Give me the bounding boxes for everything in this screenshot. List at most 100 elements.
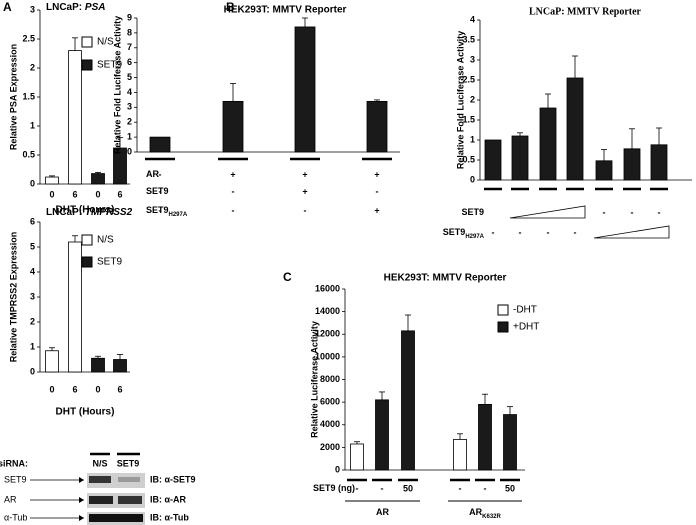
bar — [45, 350, 59, 373]
x-tick-label: 6 — [72, 189, 77, 199]
error-bar — [457, 433, 463, 440]
bar — [222, 100, 244, 153]
panel-label: B — [226, 0, 235, 14]
row-value: - — [356, 483, 359, 493]
row-value: + — [374, 169, 379, 179]
legend-swatch — [497, 304, 509, 316]
error-bar — [374, 99, 380, 102]
chart-title: HEK293T: MMTV Reporter — [384, 273, 507, 284]
blot-lane: SET9 — [117, 458, 140, 468]
y-axis-label: Relative Luciferase Activity — [309, 321, 319, 438]
row-value: - — [159, 169, 162, 179]
y-tick-label: 2 — [30, 316, 35, 326]
row-value: - — [232, 205, 235, 215]
row-value: + — [302, 186, 307, 196]
blot-antibody: IB: α-SET9 — [150, 474, 196, 484]
y-tick-label: 14000 — [315, 306, 340, 316]
error-bar — [49, 347, 55, 351]
y-tick-label: 6000 — [320, 397, 340, 407]
y-tick-label: 3 — [30, 291, 35, 301]
row-value: + — [374, 205, 379, 215]
bar — [503, 414, 517, 471]
y-tick-label: 2 — [470, 94, 475, 104]
row-label-sub: H297A — [465, 234, 484, 240]
y-tick-label: 2.5 — [22, 33, 35, 43]
bar — [68, 241, 82, 373]
blot-lane: N/S — [92, 458, 107, 468]
bar — [91, 357, 105, 373]
error-bar — [517, 132, 523, 136]
row-label: SET9H297A — [443, 227, 485, 239]
group-label: AR — [376, 507, 389, 517]
x-axis-label: DHT (Hours) — [56, 205, 115, 216]
y-tick-label: 1 — [30, 341, 35, 351]
error-bar — [507, 406, 513, 415]
error-bar — [72, 37, 78, 51]
row-value: - — [631, 207, 634, 217]
row-value: - — [159, 205, 162, 215]
y-tick-label: 10000 — [315, 351, 340, 361]
row-label-sub: H297A — [169, 212, 188, 218]
arrow-head — [79, 497, 84, 503]
blot-row-label: siRNA: — [0, 458, 28, 468]
bar — [484, 139, 502, 181]
bar — [623, 148, 641, 181]
x-tick-label: 0 — [49, 384, 54, 394]
x-tick-label: 6 — [72, 384, 77, 394]
row-value: - — [484, 483, 487, 493]
y-tick-label: 0 — [335, 464, 340, 474]
bar — [650, 144, 668, 181]
y-tick-label: 5 — [30, 241, 35, 251]
y-tick-label: 4000 — [320, 419, 340, 429]
x-tick-label: 6 — [117, 384, 122, 394]
y-axis-label: Relative PSA Expression — [8, 44, 18, 150]
bar — [566, 77, 584, 181]
row-label: AR — [146, 169, 159, 179]
row-label-text: SET9 — [146, 186, 169, 196]
bar — [366, 100, 388, 153]
row-value: - — [159, 186, 162, 196]
row-label-text: SET9 (ng) — [313, 483, 355, 493]
bar — [149, 136, 171, 153]
y-tick-label: 2000 — [320, 442, 340, 452]
blot-protein: SET9 — [4, 474, 27, 484]
row-value: - — [381, 483, 384, 493]
row-value: - — [304, 205, 307, 215]
x-axis-label: DHT (Hours) — [56, 407, 115, 418]
row-value: - — [658, 207, 661, 217]
y-tick-label: 4 — [127, 87, 132, 97]
y-tick-label: 1 — [470, 134, 475, 144]
row-value: - — [376, 186, 379, 196]
y-tick-label: 3 — [470, 54, 475, 64]
y-tick-label: 1 — [127, 131, 132, 141]
y-tick-label: 2 — [127, 117, 132, 127]
bar — [539, 107, 557, 181]
y-tick-label: 0 — [30, 178, 35, 188]
row-label: SET9 (ng) — [313, 483, 355, 493]
y-tick-label: 3 — [30, 4, 35, 14]
row-label-text: SET9 — [443, 227, 466, 237]
y-tick-label: 0 — [30, 366, 35, 376]
y-tick-label: 0.5 — [22, 149, 35, 159]
bar — [511, 135, 529, 181]
bar — [294, 26, 316, 153]
group-label-sub: K632R — [482, 514, 501, 520]
y-tick-label: 0 — [470, 174, 475, 184]
error-bar — [572, 55, 578, 78]
row-value: + — [230, 169, 235, 179]
blot-antibody: IB: α-AR — [150, 494, 187, 504]
group-label: ARK632R — [469, 507, 501, 519]
y-tick-label: 9 — [127, 12, 132, 22]
row-value: - — [574, 227, 577, 237]
y-tick-label: 1.5 — [462, 114, 475, 124]
blot-band — [118, 496, 142, 504]
y-axis-label: Relative Fold Luciferase Activity — [455, 31, 465, 169]
y-tick-label: 12000 — [315, 329, 340, 339]
y-tick-label: 3.5 — [462, 34, 475, 44]
legend-label: SET9 — [97, 257, 122, 268]
y-tick-label: 8 — [127, 27, 132, 37]
chart-title: LNCaP: TMPRSS2 — [46, 207, 133, 218]
y-tick-label: 0 — [127, 146, 132, 156]
error-bar — [117, 354, 123, 360]
row-value: 50 — [505, 483, 515, 493]
